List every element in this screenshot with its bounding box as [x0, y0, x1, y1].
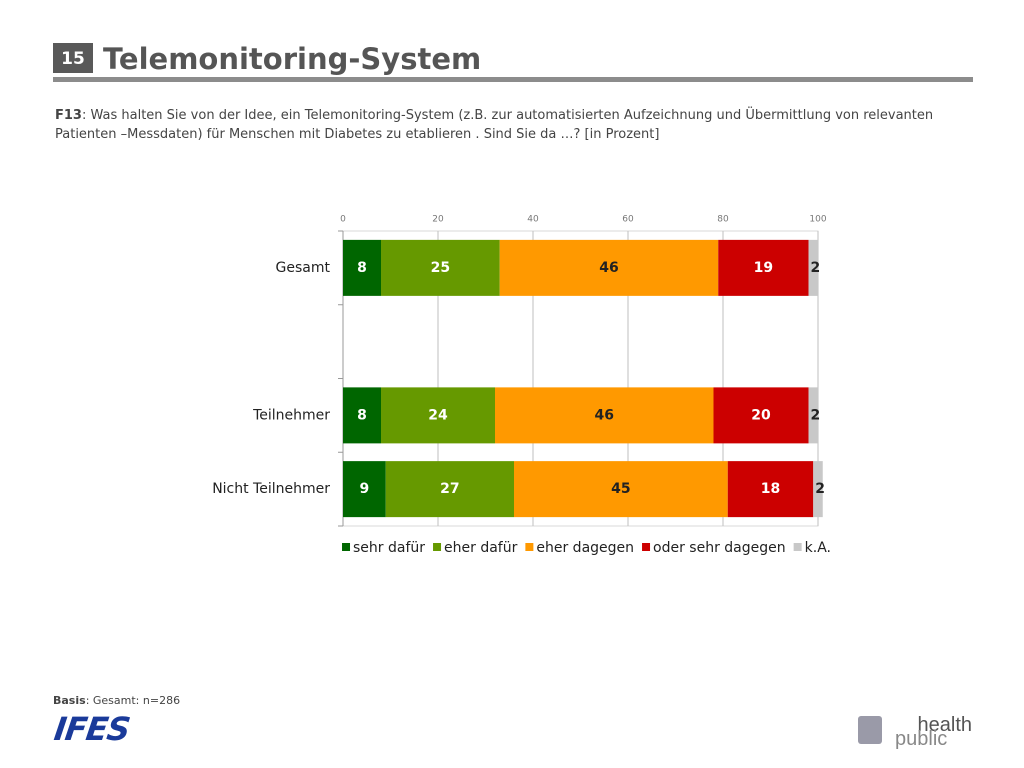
question-text: : Was halten Sie von der Idee, ein Telem…	[55, 108, 934, 142]
bar-segment	[495, 387, 714, 444]
data-label: 9	[360, 481, 370, 497]
bar-segment	[381, 387, 495, 444]
data-label: 46	[595, 407, 614, 423]
basis-label: Basis	[53, 694, 86, 707]
legend-label: eher dagegen	[536, 540, 634, 556]
question: F13: Was halten Sie von der Idee, ein Te…	[55, 106, 955, 144]
bar-segment	[343, 461, 386, 518]
bar-segment	[718, 239, 809, 296]
logo-health: health	[918, 714, 973, 736]
data-label: 8	[357, 407, 367, 423]
question-label: F13	[55, 108, 82, 123]
bar-segment	[499, 239, 719, 296]
data-label: 25	[431, 260, 450, 276]
bar-segment	[808, 239, 818, 296]
data-label: 19	[754, 260, 773, 276]
data-label: 20	[751, 407, 771, 423]
bar-segment	[343, 387, 381, 444]
bar-segment	[514, 461, 728, 518]
legend-swatch	[793, 543, 802, 551]
bar-segment	[713, 387, 809, 444]
data-label: 27	[440, 481, 459, 497]
logo-ifes: IFES	[52, 710, 132, 748]
y-tick-label: Gesamt	[276, 260, 331, 276]
data-label: 2	[815, 481, 825, 497]
legend-swatch	[642, 543, 651, 551]
title-rule	[53, 77, 973, 82]
data-label: 2	[811, 407, 821, 423]
logo-mark	[858, 716, 882, 744]
basis: Basis: Gesamt: n=286	[53, 694, 180, 707]
legend-label: sehr dafür	[353, 540, 425, 556]
y-tick-label: Teilnehmer	[252, 407, 330, 423]
data-label: 45	[611, 481, 630, 497]
basis-text: : Gesamt: n=286	[85, 694, 181, 707]
bar-segment	[385, 461, 514, 518]
legend-label: eher dafür	[444, 540, 518, 556]
slide-number: 15	[61, 49, 85, 69]
slide-title: Telemonitoring-System	[103, 42, 481, 76]
legend-label: k.A.	[805, 540, 831, 556]
legend-label: oder sehr dagegen	[653, 540, 786, 556]
data-label: 2	[811, 260, 821, 276]
x-tick-label: 20	[432, 215, 444, 225]
legend-swatch	[433, 543, 442, 551]
x-tick-label: 60	[622, 215, 634, 225]
bar-segment	[343, 239, 381, 296]
data-label: 24	[428, 407, 448, 423]
logo-public: public	[895, 728, 947, 750]
data-label: 8	[357, 260, 367, 276]
bar-segment	[727, 461, 814, 518]
legend-swatch	[525, 543, 534, 551]
x-tick-label: 80	[717, 215, 729, 225]
x-tick-label: 40	[527, 215, 539, 225]
x-tick-label: 100	[809, 215, 826, 225]
bar-segment	[808, 387, 818, 444]
bar-segment	[381, 239, 500, 296]
data-label: 46	[599, 260, 618, 276]
slide-number-box	[53, 43, 93, 73]
data-label: 18	[761, 481, 780, 497]
x-tick-label: 0	[340, 215, 346, 225]
bar-segment	[813, 461, 823, 518]
y-tick-label: Nicht Teilnehmer	[212, 481, 330, 497]
legend-swatch	[342, 543, 351, 551]
